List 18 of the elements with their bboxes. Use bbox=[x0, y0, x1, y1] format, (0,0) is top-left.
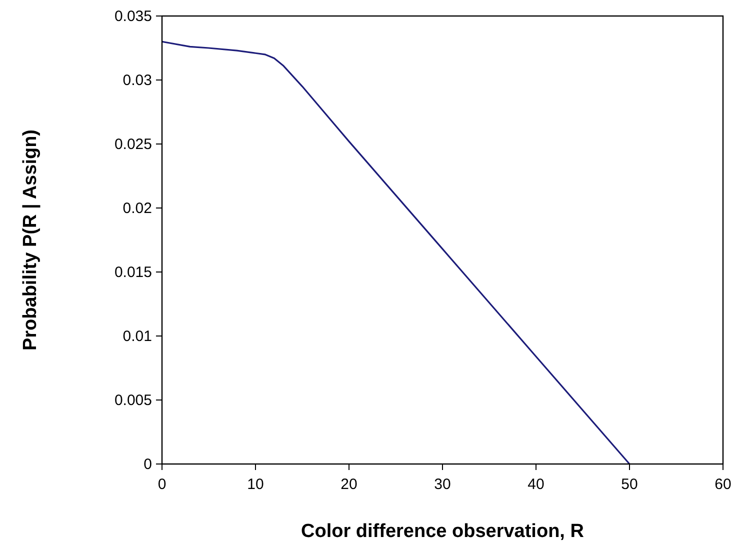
x-tick-label: 10 bbox=[247, 476, 264, 493]
x-tick-label: 40 bbox=[528, 476, 544, 493]
y-tick-label: 0.015 bbox=[114, 264, 152, 281]
y-tick-label: 0.035 bbox=[114, 8, 152, 25]
y-tick-label: 0.005 bbox=[114, 392, 152, 409]
x-tick-label: 0 bbox=[158, 476, 166, 493]
line-series bbox=[161, 40, 630, 465]
y-tick-label: 0.025 bbox=[114, 136, 152, 153]
x-tick-label: 60 bbox=[714, 476, 732, 493]
y-tick-label: 0 bbox=[144, 456, 152, 473]
x-axis-title: Color difference observation, R bbox=[301, 521, 584, 542]
y-tick-label: 0.02 bbox=[122, 200, 152, 217]
x-tick-label: 20 bbox=[340, 476, 358, 493]
y-tick-label: 0.01 bbox=[122, 328, 152, 345]
x-tick-label: 50 bbox=[621, 476, 638, 493]
y-tick-label: 0.03 bbox=[122, 72, 152, 89]
x-tick-label: 30 bbox=[434, 476, 451, 493]
y-axis-title: Probability P(R | Assign) bbox=[20, 129, 41, 351]
